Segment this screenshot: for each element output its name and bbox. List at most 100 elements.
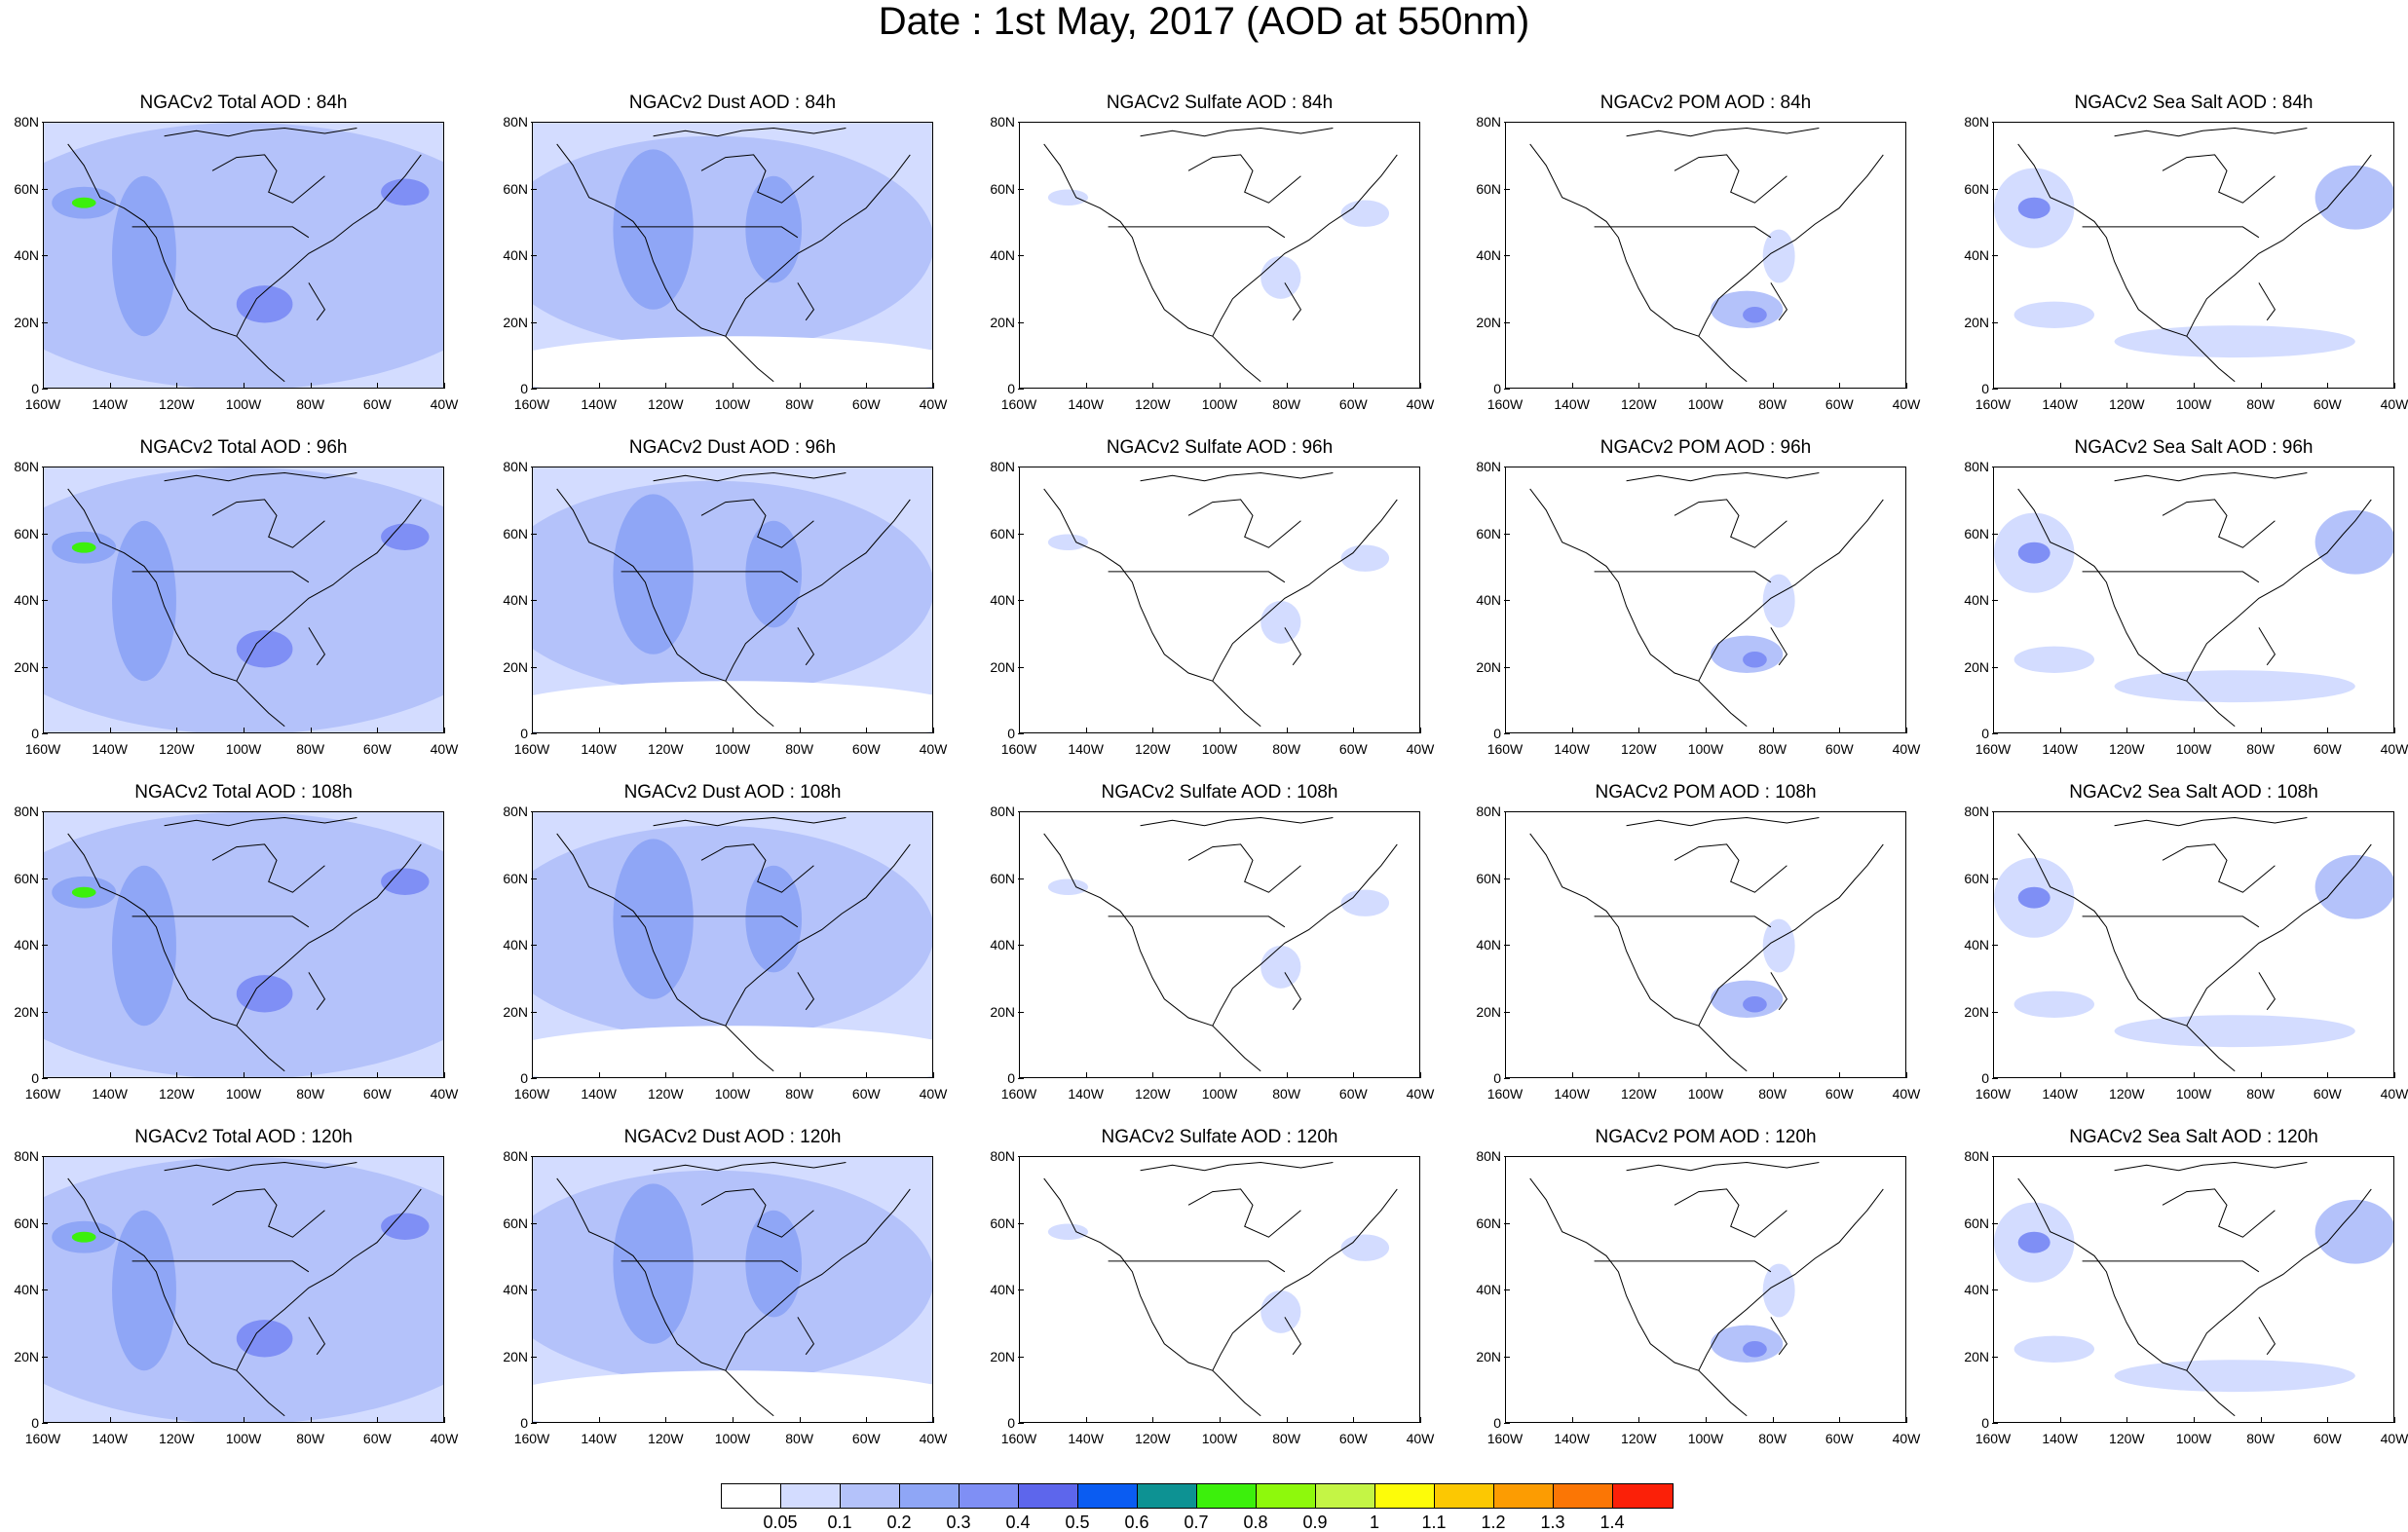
aod-map — [1020, 123, 1419, 388]
longitude-label: 40W — [919, 396, 948, 412]
longitude-label: 40W — [919, 1431, 948, 1446]
longitude-tick — [109, 1072, 111, 1078]
colorbar-label: 0.5 — [1065, 1513, 1090, 1532]
latitude-tick — [1504, 1356, 1510, 1358]
longitude-label: 100W — [1201, 396, 1238, 412]
coastline — [1284, 972, 1302, 1011]
latitude-tick — [1504, 533, 1510, 535]
coastline — [653, 816, 847, 827]
latitude-label: 60N — [990, 525, 1015, 542]
country-border — [132, 915, 310, 928]
longitude-tick — [598, 1417, 600, 1423]
longitude-tick — [866, 728, 868, 733]
longitude-tick — [1772, 728, 1774, 733]
aod-field-region — [2114, 1015, 2355, 1048]
latitude-tick — [1018, 733, 1024, 734]
longitude-label: 120W — [159, 1086, 195, 1102]
longitude-tick — [310, 1417, 312, 1423]
longitude-label: 60W — [1338, 1431, 1368, 1446]
aod-field-region — [2314, 854, 2393, 919]
longitude-tick — [1993, 1072, 1994, 1078]
longitude-label: 60W — [1825, 396, 1854, 412]
latitude-tick — [531, 1156, 537, 1157]
aod-field-region — [533, 1370, 932, 1422]
longitude-label: 60W — [1338, 396, 1368, 412]
longitude-tick — [2394, 728, 2395, 733]
latitude-tick — [1504, 1011, 1510, 1013]
coastline — [1698, 335, 1748, 383]
aod-background-field — [1020, 812, 1419, 1077]
coastline — [1529, 143, 1884, 337]
latitude-label: 0 — [31, 1070, 39, 1086]
longitude-label: 80W — [296, 1086, 325, 1102]
panel-title: NGACv2 Sea Salt AOD : 84h — [2074, 93, 2314, 113]
longitude-label: 140W — [2042, 396, 2078, 412]
latitude-label: 80N — [1964, 1148, 1989, 1164]
longitude-tick — [532, 1417, 533, 1423]
latitude-label: 60N — [14, 870, 39, 886]
coastline — [1212, 1025, 1261, 1072]
aod-field-region — [381, 868, 430, 895]
aod-field-region — [236, 975, 293, 1013]
panel-title: NGACv2 POM AOD : 108h — [1595, 782, 1817, 803]
country-border — [2082, 915, 2260, 928]
latitude-tick — [42, 255, 48, 256]
coastline — [700, 154, 814, 204]
colorbar-label: 0.1 — [827, 1513, 852, 1532]
longitude-label: 160W — [1975, 1086, 2012, 1102]
latitude-label: 0 — [1981, 1415, 1989, 1431]
country-border — [1594, 915, 1772, 928]
colorbar-label: 0.05 — [763, 1513, 798, 1532]
coastline — [2162, 1188, 2276, 1238]
longitude-tick — [665, 1417, 667, 1423]
longitude-tick — [377, 1417, 379, 1423]
aod-field-region — [1340, 544, 1390, 572]
latitude-label: 0 — [520, 726, 528, 741]
latitude-tick — [42, 122, 48, 123]
aod-field-region — [1260, 946, 1301, 989]
colorbar-label: 1 — [1369, 1513, 1379, 1532]
longitude-label: 140W — [2042, 741, 2078, 757]
longitude-label: 160W — [1975, 396, 2012, 412]
colorbar-label: 0.6 — [1124, 1513, 1149, 1532]
aod-field-region — [2114, 1360, 2355, 1393]
longitude-tick — [799, 728, 801, 733]
longitude-label: 40W — [1406, 1086, 1435, 1102]
longitude-label: 140W — [92, 1431, 128, 1446]
aod-background-field — [1506, 467, 1905, 732]
longitude-tick — [1220, 1072, 1221, 1078]
longitude-label: 120W — [1621, 396, 1657, 412]
latitude-tick — [1504, 321, 1510, 323]
latitude-label: 80N — [503, 459, 528, 474]
longitude-tick — [665, 728, 667, 733]
aod-field-region — [2013, 990, 2094, 1018]
coastline — [1770, 972, 1788, 1011]
coastline — [236, 1025, 285, 1072]
longitude-label: 80W — [2246, 1431, 2276, 1446]
latitude-tick — [42, 188, 48, 190]
latitude-tick — [42, 733, 48, 734]
longitude-label: 60W — [1825, 1431, 1854, 1446]
latitude-label: 20N — [14, 658, 39, 675]
coastline — [556, 143, 911, 337]
latitude-label: 40N — [1964, 592, 1989, 608]
longitude-label: 100W — [2175, 396, 2212, 412]
longitude-tick — [377, 728, 379, 733]
latitude-label: 0 — [1007, 1070, 1015, 1086]
coastline — [236, 1369, 285, 1417]
aod-field-region — [2013, 1335, 2094, 1363]
latitude-label: 40N — [503, 937, 528, 953]
latitude-label: 40N — [1476, 247, 1501, 263]
coastline — [1043, 143, 1398, 337]
latitude-tick — [1504, 1222, 1510, 1224]
latitude-label: 80N — [990, 803, 1015, 819]
coastline — [1284, 282, 1302, 321]
latitude-label: 0 — [1981, 726, 1989, 741]
latitude-tick — [531, 600, 537, 601]
coastline — [556, 488, 911, 682]
aod-field-region — [236, 1320, 293, 1358]
longitude-label: 40W — [919, 1086, 948, 1102]
aod-field-region — [745, 865, 803, 973]
coastline — [1529, 1177, 1884, 1371]
longitude-label: 80W — [1272, 1431, 1301, 1446]
